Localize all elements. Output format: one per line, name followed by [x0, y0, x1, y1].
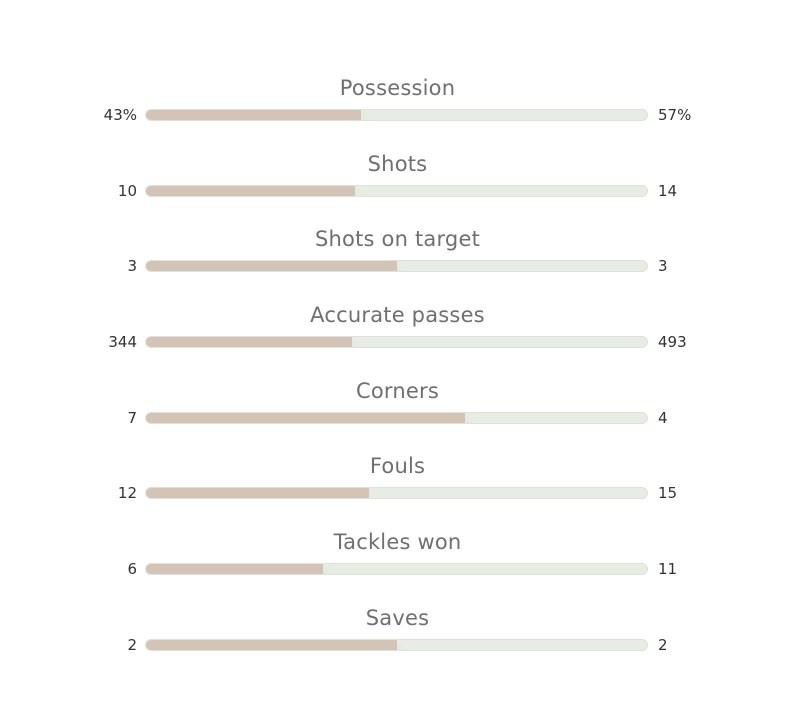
comparison-bar [145, 184, 648, 197]
home-bar-fill [146, 488, 369, 499]
home-value: 3 [127, 257, 137, 276]
stat-row-tackles-won: Tackles won 6 11 [0, 526, 795, 602]
comparison-bar [145, 638, 648, 651]
away-value: 2 [658, 635, 668, 654]
comparison-bar [145, 260, 648, 273]
home-bar-fill [146, 564, 323, 575]
home-bar-fill [146, 261, 397, 272]
comparison-bar [145, 336, 648, 349]
stat-row-possession: Possession 43% 57% [0, 72, 795, 148]
away-value: 57% [658, 106, 692, 124]
home-bar-fill [146, 412, 465, 423]
home-bar-fill [146, 639, 397, 650]
home-bar-fill [146, 337, 352, 348]
match-stats-list: Possession 43% 57% Shots 10 14 Shots on … [0, 72, 795, 678]
stat-row-fouls: Fouls 12 15 [0, 450, 795, 526]
stat-label: Shots on target [314, 227, 481, 252]
home-value: 10 [117, 181, 137, 200]
stat-label: Fouls [369, 454, 426, 479]
away-value: 493 [658, 333, 687, 352]
stat-row-corners: Corners 7 4 [0, 375, 795, 451]
comparison-bar [145, 487, 648, 500]
stat-label: Shots [367, 151, 428, 176]
home-bar-fill [146, 110, 362, 120]
away-value: 4 [658, 408, 668, 427]
stat-row-shots: Shots 10 14 [0, 148, 795, 224]
comparison-bar [145, 411, 648, 424]
stat-label: Tackles won [333, 530, 462, 555]
comparison-bar [145, 563, 648, 576]
home-bar-fill [146, 185, 355, 196]
home-value: 7 [127, 408, 137, 427]
home-value: 6 [127, 560, 137, 579]
stat-row-saves: Saves 2 2 [0, 602, 795, 678]
home-value: 344 [108, 333, 137, 352]
stat-label: Accurate passes [310, 303, 485, 328]
home-value: 2 [127, 635, 137, 654]
stat-label: Possession [339, 76, 456, 100]
stat-label: Saves [365, 605, 430, 630]
away-value: 11 [658, 560, 678, 579]
home-value: 12 [117, 484, 137, 503]
stat-row-shots-on-target: Shots on target 3 3 [0, 223, 795, 299]
stat-row-accurate-passes: Accurate passes 344 493 [0, 299, 795, 375]
away-value: 15 [658, 484, 678, 503]
home-value: 43% [103, 106, 137, 124]
stat-label: Corners [356, 378, 439, 403]
away-value: 3 [658, 257, 668, 276]
away-value: 14 [658, 181, 678, 200]
comparison-bar [145, 109, 648, 121]
